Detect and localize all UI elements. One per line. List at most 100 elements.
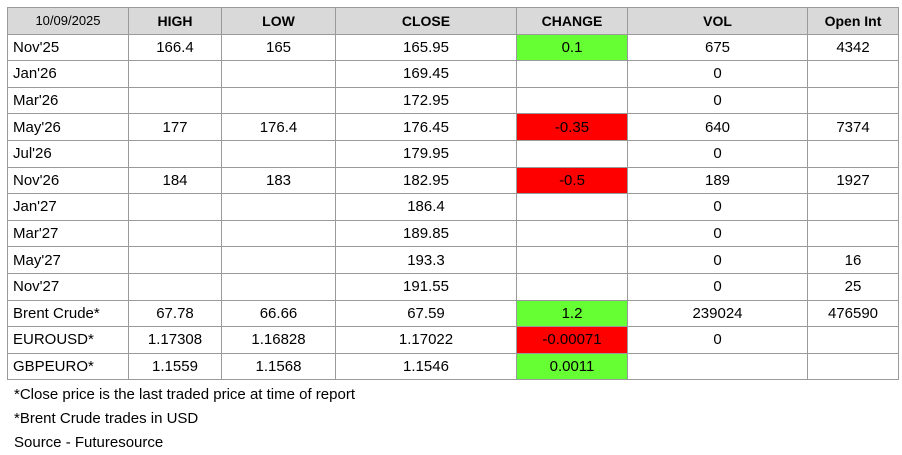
cell-low: 165 bbox=[221, 33, 336, 62]
cell-vol: 0 bbox=[627, 193, 808, 221]
col-low: LOW bbox=[221, 7, 336, 35]
cell-high: 1.17308 bbox=[128, 326, 222, 354]
table-row: EUROUSD* 1.17308 1.16828 1.17022 -0.00071 0 bbox=[7, 326, 899, 354]
table-row: May'27 193.3 0 16 bbox=[7, 246, 899, 274]
cell-close: 67.59 bbox=[335, 299, 517, 328]
cell-close: 189.85 bbox=[335, 219, 517, 248]
cell-vol: 0 bbox=[627, 246, 808, 274]
cell-low: 176.4 bbox=[221, 113, 336, 141]
cell-change bbox=[516, 60, 628, 88]
cell-oi: 25 bbox=[807, 272, 899, 301]
cell-name: EUROUSD* bbox=[7, 326, 129, 354]
cell-change: 0.1 bbox=[516, 33, 628, 62]
cell-low bbox=[221, 60, 336, 88]
cell-vol bbox=[627, 352, 808, 381]
cell-vol: 189 bbox=[627, 166, 808, 195]
cell-low bbox=[221, 193, 336, 221]
cell-oi: 16 bbox=[807, 246, 899, 274]
cell-change bbox=[516, 246, 628, 274]
cell-close: 169.45 bbox=[335, 60, 517, 88]
cell-close: 191.55 bbox=[335, 272, 517, 301]
cell-oi bbox=[807, 219, 899, 248]
col-high: HIGH bbox=[128, 7, 222, 35]
header-row: 10/09/2025 HIGH LOW CLOSE CHANGE VOL Ope… bbox=[7, 7, 899, 35]
table-row: Brent Crude* 67.78 66.66 67.59 1.2 239024 4765… bbox=[7, 299, 899, 328]
cell-change bbox=[516, 219, 628, 248]
cell-close: 1.17022 bbox=[335, 326, 517, 354]
futures-table: 10/09/2025 HIGH LOW CLOSE CHANGE VOL Ope… bbox=[7, 7, 899, 381]
cell-close: 193.3 bbox=[335, 246, 517, 274]
cell-name: Jan'27 bbox=[7, 193, 129, 221]
cell-low: 183 bbox=[221, 166, 336, 195]
cell-name: Mar'27 bbox=[7, 219, 129, 248]
cell-change bbox=[516, 139, 628, 168]
footnotes: *Close price is the last traded price at… bbox=[14, 383, 355, 455]
table-row: May'26 177 176.4 176.45 -0.35 640 7374 bbox=[7, 113, 899, 141]
cell-vol: 0 bbox=[627, 219, 808, 248]
cell-high: 184 bbox=[128, 166, 222, 195]
cell-close: 165.95 bbox=[335, 33, 517, 62]
table-row: Nov'26 184 183 182.95 -0.5 189 1927 bbox=[7, 166, 899, 195]
cell-vol: 0 bbox=[627, 326, 808, 354]
cell-high: 166.4 bbox=[128, 33, 222, 62]
cell-oi bbox=[807, 139, 899, 168]
cell-name: Mar'26 bbox=[7, 86, 129, 115]
cell-vol: 0 bbox=[627, 272, 808, 301]
table-row: Jan'26 169.45 0 bbox=[7, 60, 899, 88]
cell-name: GBPEURO* bbox=[7, 352, 129, 381]
cell-high: 1.1559 bbox=[128, 352, 222, 381]
cell-high bbox=[128, 86, 222, 115]
cell-change: 0.0011 bbox=[516, 352, 628, 381]
cell-name: Jan'26 bbox=[7, 60, 129, 88]
cell-change bbox=[516, 86, 628, 115]
cell-oi bbox=[807, 60, 899, 88]
table-row: Mar'26 172.95 0 bbox=[7, 86, 899, 115]
cell-low bbox=[221, 246, 336, 274]
cell-name: Jul'26 bbox=[7, 139, 129, 168]
cell-high bbox=[128, 219, 222, 248]
cell-high bbox=[128, 246, 222, 274]
cell-change: -0.5 bbox=[516, 166, 628, 195]
table-row: Nov'27 191.55 0 25 bbox=[7, 272, 899, 301]
cell-name: Nov'27 bbox=[7, 272, 129, 301]
cell-close: 176.45 bbox=[335, 113, 517, 141]
table-row: Jan'27 186.4 0 bbox=[7, 193, 899, 221]
col-change: CHANGE bbox=[516, 7, 628, 35]
cell-low: 1.16828 bbox=[221, 326, 336, 354]
cell-oi: 476590 bbox=[807, 299, 899, 328]
cell-vol: 0 bbox=[627, 86, 808, 115]
table-row: GBPEURO* 1.1559 1.1568 1.1546 0.0011 bbox=[7, 352, 899, 381]
table-row: Nov'25 166.4 165 165.95 0.1 675 4342 bbox=[7, 33, 899, 62]
cell-vol: 675 bbox=[627, 33, 808, 62]
cell-name: Brent Crude* bbox=[7, 299, 129, 328]
cell-oi: 7374 bbox=[807, 113, 899, 141]
cell-name: May'26 bbox=[7, 113, 129, 141]
cell-change bbox=[516, 193, 628, 221]
cell-name: Nov'25 bbox=[7, 33, 129, 62]
cell-oi bbox=[807, 193, 899, 221]
cell-vol: 239024 bbox=[627, 299, 808, 328]
note-close-price: *Close price is the last traded price at… bbox=[14, 386, 355, 403]
cell-low: 1.1568 bbox=[221, 352, 336, 381]
cell-high: 67.78 bbox=[128, 299, 222, 328]
cell-high bbox=[128, 60, 222, 88]
cell-vol: 0 bbox=[627, 139, 808, 168]
note-source: Source - Futuresource bbox=[14, 434, 164, 451]
cell-low bbox=[221, 86, 336, 115]
cell-oi: 1927 bbox=[807, 166, 899, 195]
col-close: CLOSE bbox=[335, 7, 517, 35]
cell-high bbox=[128, 193, 222, 221]
report-date: 10/09/2025 bbox=[7, 7, 129, 35]
cell-oi: 4342 bbox=[807, 33, 899, 62]
cell-name: May'27 bbox=[7, 246, 129, 274]
note-brent-usd: *Brent Crude trades in USD bbox=[14, 410, 199, 427]
cell-vol: 0 bbox=[627, 60, 808, 88]
col-vol: VOL bbox=[627, 7, 808, 35]
cell-high bbox=[128, 272, 222, 301]
cell-name: Nov'26 bbox=[7, 166, 129, 195]
cell-oi bbox=[807, 326, 899, 354]
cell-close: 179.95 bbox=[335, 139, 517, 168]
table-row: Jul'26 179.95 0 bbox=[7, 139, 899, 168]
cell-oi bbox=[807, 352, 899, 381]
cell-close: 182.95 bbox=[335, 166, 517, 195]
